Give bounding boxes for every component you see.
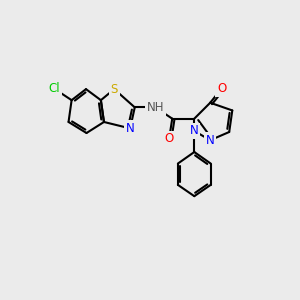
Text: N: N xyxy=(190,124,199,137)
Text: O: O xyxy=(164,132,174,145)
Text: Cl: Cl xyxy=(48,82,60,95)
Text: O: O xyxy=(217,82,226,95)
Text: S: S xyxy=(110,82,118,96)
Text: NH: NH xyxy=(146,101,164,114)
Text: N: N xyxy=(126,122,134,135)
Text: N: N xyxy=(206,134,214,147)
